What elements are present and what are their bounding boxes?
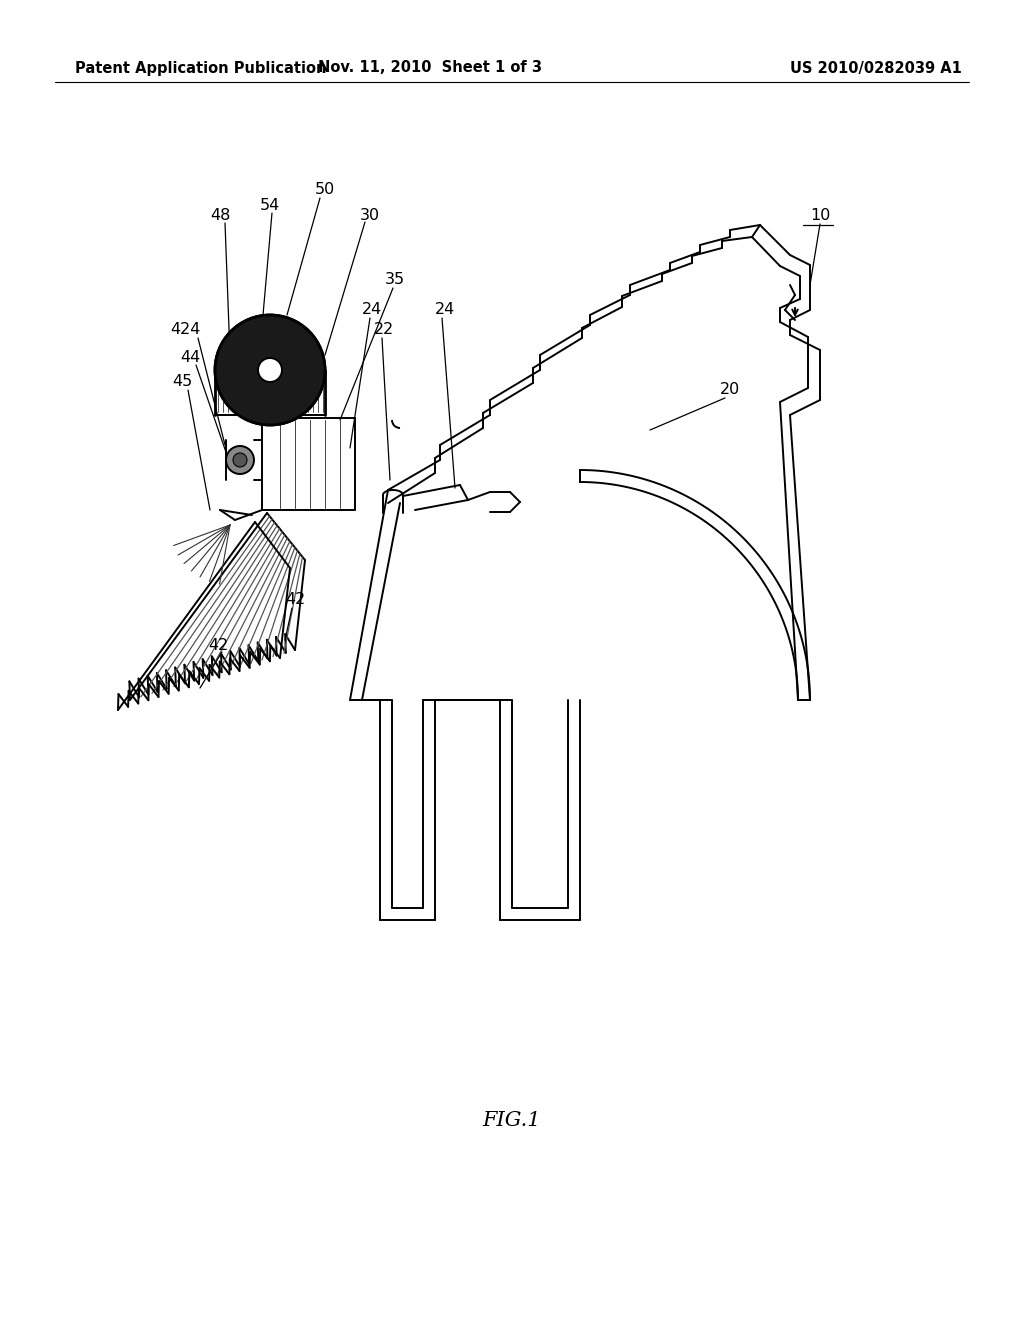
- Text: 24: 24: [435, 302, 455, 318]
- Text: 44: 44: [180, 351, 200, 366]
- Text: 45: 45: [172, 375, 193, 389]
- Text: 424: 424: [170, 322, 200, 338]
- Text: 20: 20: [720, 383, 740, 397]
- Circle shape: [233, 453, 247, 467]
- Circle shape: [258, 358, 282, 381]
- Text: 30: 30: [360, 207, 380, 223]
- Circle shape: [226, 446, 254, 474]
- Text: US 2010/0282039 A1: US 2010/0282039 A1: [790, 61, 962, 75]
- Text: 22: 22: [374, 322, 394, 338]
- Text: 10: 10: [810, 207, 830, 223]
- Text: 54: 54: [260, 198, 281, 213]
- Text: FIG.1: FIG.1: [482, 1110, 542, 1130]
- Text: 48: 48: [210, 207, 230, 223]
- Circle shape: [215, 315, 325, 425]
- Text: 50: 50: [314, 182, 335, 198]
- Text: 35: 35: [385, 272, 406, 288]
- Text: Patent Application Publication: Patent Application Publication: [75, 61, 327, 75]
- Text: 42: 42: [285, 593, 305, 607]
- Text: 42: 42: [208, 638, 228, 652]
- Text: 24: 24: [361, 302, 382, 318]
- Text: Nov. 11, 2010  Sheet 1 of 3: Nov. 11, 2010 Sheet 1 of 3: [318, 61, 542, 75]
